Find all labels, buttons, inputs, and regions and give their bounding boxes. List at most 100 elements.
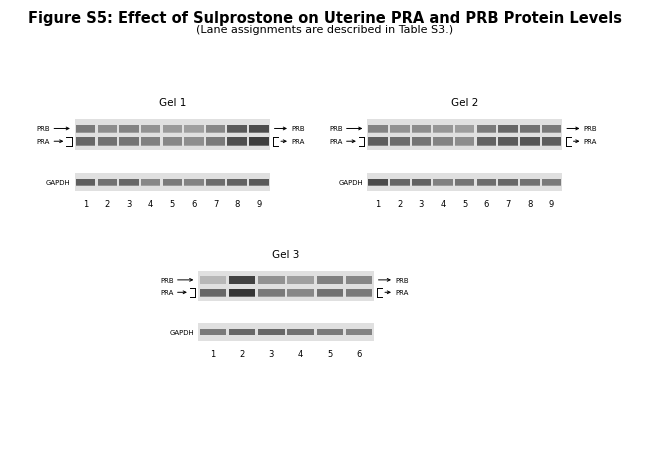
- Bar: [258, 333, 285, 336]
- Bar: [258, 294, 285, 297]
- Bar: [98, 138, 117, 146]
- Bar: [206, 131, 226, 134]
- Bar: [200, 332, 226, 335]
- Bar: [390, 143, 410, 146]
- Bar: [287, 293, 314, 296]
- Bar: [162, 183, 182, 185]
- Bar: [249, 125, 268, 133]
- Bar: [229, 333, 255, 336]
- Bar: [98, 142, 117, 145]
- Bar: [206, 183, 226, 185]
- Bar: [249, 129, 268, 132]
- Bar: [541, 131, 561, 134]
- Bar: [206, 142, 226, 145]
- Bar: [200, 294, 226, 297]
- Bar: [520, 180, 540, 185]
- Text: PRB: PRB: [395, 277, 409, 283]
- Bar: [520, 142, 540, 145]
- Bar: [390, 183, 410, 185]
- Text: 5: 5: [462, 200, 467, 209]
- Bar: [249, 183, 268, 185]
- Text: PRB: PRB: [329, 126, 343, 132]
- Bar: [411, 180, 431, 185]
- Bar: [434, 184, 453, 186]
- Bar: [476, 183, 496, 185]
- Text: 9: 9: [549, 200, 554, 209]
- Text: 6: 6: [484, 200, 489, 209]
- Bar: [76, 142, 96, 145]
- Bar: [434, 131, 453, 134]
- Bar: [455, 131, 474, 134]
- Bar: [249, 138, 268, 146]
- Bar: [98, 131, 117, 134]
- Bar: [434, 180, 453, 185]
- Bar: [476, 184, 496, 186]
- Bar: [499, 125, 518, 133]
- Bar: [541, 180, 561, 185]
- Text: GAPDH: GAPDH: [339, 179, 363, 186]
- Text: 1: 1: [376, 200, 381, 209]
- Bar: [434, 142, 453, 145]
- Bar: [369, 131, 388, 134]
- Bar: [162, 180, 182, 185]
- Bar: [141, 129, 161, 132]
- Text: 2: 2: [239, 349, 245, 358]
- Bar: [227, 142, 247, 145]
- Bar: [541, 125, 561, 133]
- Bar: [258, 293, 285, 296]
- Bar: [184, 180, 203, 185]
- Bar: [499, 142, 518, 145]
- Bar: [411, 131, 431, 134]
- Bar: [476, 129, 496, 132]
- Bar: [229, 276, 255, 284]
- Bar: [541, 183, 561, 185]
- Bar: [206, 125, 226, 133]
- Text: 4: 4: [441, 200, 446, 209]
- Bar: [141, 138, 161, 146]
- Bar: [455, 143, 474, 146]
- Bar: [317, 280, 343, 283]
- Bar: [367, 174, 562, 191]
- Bar: [476, 143, 496, 146]
- Text: 8: 8: [527, 200, 532, 209]
- Text: 1: 1: [83, 200, 88, 209]
- Bar: [346, 280, 372, 283]
- Bar: [229, 294, 255, 297]
- Bar: [184, 143, 203, 146]
- Bar: [346, 294, 372, 297]
- Bar: [541, 143, 561, 146]
- Bar: [287, 289, 314, 297]
- Bar: [476, 180, 496, 185]
- Bar: [162, 129, 182, 132]
- Bar: [162, 138, 182, 146]
- Text: PRA: PRA: [395, 290, 409, 296]
- Bar: [455, 184, 474, 186]
- Bar: [369, 180, 388, 185]
- Text: 7: 7: [213, 200, 218, 209]
- Bar: [249, 143, 268, 146]
- Bar: [258, 276, 285, 284]
- Text: 9: 9: [256, 200, 261, 209]
- Bar: [520, 131, 540, 134]
- Bar: [390, 138, 410, 146]
- Bar: [258, 330, 285, 335]
- Bar: [200, 276, 226, 284]
- Bar: [455, 129, 474, 132]
- Bar: [455, 180, 474, 185]
- Bar: [76, 125, 96, 133]
- Bar: [227, 138, 247, 146]
- Bar: [317, 294, 343, 297]
- Bar: [98, 184, 117, 186]
- Bar: [119, 143, 138, 146]
- Bar: [119, 180, 138, 185]
- Text: PRB: PRB: [291, 126, 305, 132]
- Bar: [162, 184, 182, 186]
- Text: PRB: PRB: [160, 277, 174, 283]
- Bar: [520, 183, 540, 185]
- Bar: [287, 330, 314, 335]
- Text: GAPDH: GAPDH: [170, 329, 194, 336]
- Bar: [367, 120, 562, 151]
- Text: 7: 7: [506, 200, 511, 209]
- Bar: [141, 125, 161, 133]
- Bar: [75, 120, 270, 151]
